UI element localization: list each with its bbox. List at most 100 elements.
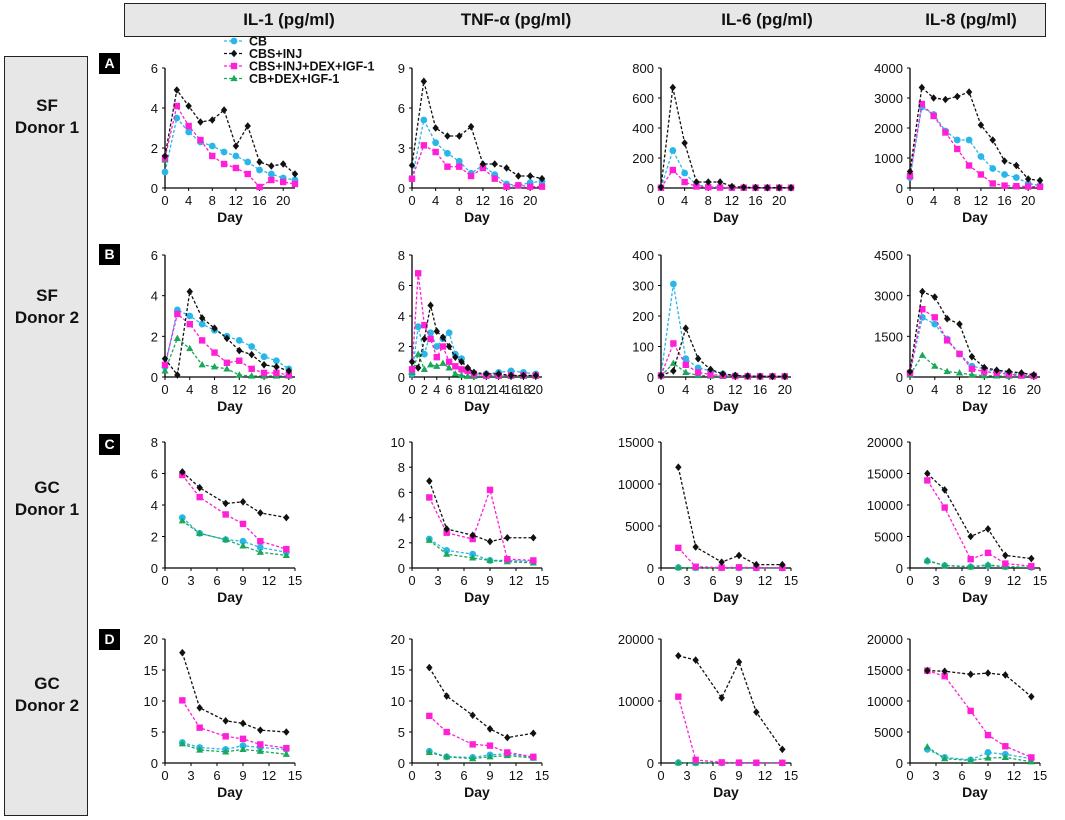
data-point	[427, 329, 434, 337]
data-point	[491, 175, 498, 182]
data-point	[977, 153, 985, 160]
chart-c-il1: 0 2 4 6 8 0 3 6 9 12 15 Day	[151, 435, 302, 605]
x-tick-label: 2	[421, 382, 428, 397]
data-point	[220, 148, 228, 156]
x-tick-label: 16	[753, 382, 767, 397]
data-point	[173, 86, 181, 94]
x-tick-label: 4	[186, 382, 193, 397]
data-point	[174, 310, 181, 318]
data-point	[161, 367, 169, 374]
data-point	[984, 749, 992, 756]
data-point	[707, 371, 714, 378]
data-point	[515, 172, 522, 180]
x-tick-label: 12	[232, 382, 246, 397]
data-point	[692, 543, 699, 551]
data-point	[735, 564, 743, 571]
data-point	[942, 95, 949, 104]
data-point	[941, 486, 948, 494]
x-tick-label: 12	[509, 768, 523, 783]
chart-c-il8: 0 5000 10000 15000 20000 0 3 6 9 12 15 Day	[867, 435, 1047, 605]
data-point	[268, 176, 275, 184]
data-point	[1024, 183, 1032, 190]
data-point	[503, 183, 510, 190]
x-tick-label: 0	[657, 768, 664, 783]
data-point	[1028, 754, 1035, 761]
x-tick-label: 0	[408, 193, 415, 208]
data-point	[479, 160, 487, 168]
series-line-cbdex	[428, 539, 534, 564]
data-point	[285, 367, 293, 375]
data-point	[674, 563, 682, 571]
data-point	[291, 180, 299, 188]
row-title-gc-donor-1: GC Donor 1	[5, 477, 89, 521]
data-point	[260, 361, 268, 369]
data-point	[420, 350, 428, 358]
y-tick-label: 20	[144, 632, 158, 647]
series-line-cb	[181, 517, 287, 553]
data-point	[445, 358, 453, 365]
data-point	[682, 368, 690, 376]
data-point	[779, 759, 786, 767]
data-point	[464, 372, 472, 379]
y-tick-label: 8	[398, 248, 405, 263]
x-tick-label: 3	[683, 768, 690, 783]
x-tick-label: 9	[239, 573, 246, 588]
data-point	[718, 694, 725, 702]
series-inj	[161, 86, 299, 178]
y-tick-label: 1000	[874, 151, 903, 166]
data-point	[173, 334, 181, 341]
data-point	[257, 538, 264, 545]
data-point	[670, 340, 677, 347]
y-tick-label: 15000	[867, 467, 903, 482]
data-point	[941, 673, 948, 680]
x-tick-label: 15	[535, 768, 549, 783]
data-point	[420, 116, 428, 124]
data-point	[924, 469, 931, 478]
x-axis-label: Day	[464, 209, 490, 225]
data-point	[984, 669, 992, 677]
data-point	[981, 363, 988, 372]
y-tick-label: 15	[144, 663, 158, 678]
series-dex	[179, 697, 290, 752]
series-line-inj	[428, 667, 534, 739]
data-point	[273, 363, 280, 371]
data-point	[692, 756, 699, 764]
y-tick-label: 0	[151, 756, 158, 771]
data-point	[984, 731, 992, 739]
series-line-dex	[909, 308, 1034, 377]
data-point	[491, 160, 498, 168]
data-point	[236, 346, 243, 355]
data-point	[256, 548, 264, 555]
series-dex	[675, 693, 786, 767]
row-header-bar: SF Donor 1 SF Donor 2 GC Donor 1 GC Dono…	[4, 56, 88, 816]
x-axis-label: Day	[962, 784, 988, 800]
data-point	[283, 744, 290, 752]
data-point	[1002, 743, 1009, 750]
x-tick-label: 9	[239, 768, 246, 783]
data-point	[486, 537, 494, 546]
x-tick-label: 8	[707, 382, 714, 397]
row-title-sf-donor-1: SF Donor 1	[5, 95, 89, 139]
data-point	[931, 314, 938, 321]
data-point	[260, 369, 268, 377]
x-tick-label: 16	[1002, 382, 1016, 397]
data-point	[775, 183, 783, 192]
data-point	[486, 556, 494, 564]
x-tick-label: 0	[906, 768, 913, 783]
data-point	[198, 337, 206, 344]
data-point	[675, 544, 682, 552]
data-point	[967, 532, 974, 541]
data-point	[186, 312, 194, 320]
data-point	[198, 361, 206, 368]
data-point	[279, 160, 287, 168]
series-inj	[161, 287, 293, 379]
data-point	[244, 122, 251, 130]
x-tick-label: 0	[657, 573, 664, 588]
x-tick-label: 9	[984, 768, 991, 783]
data-point	[236, 357, 243, 364]
data-point	[984, 549, 992, 557]
x-tick-label: 16	[257, 382, 271, 397]
y-tick-label: 6	[151, 248, 158, 263]
x-tick-label: 12	[758, 573, 772, 588]
x-tick-label: 12	[977, 382, 991, 397]
